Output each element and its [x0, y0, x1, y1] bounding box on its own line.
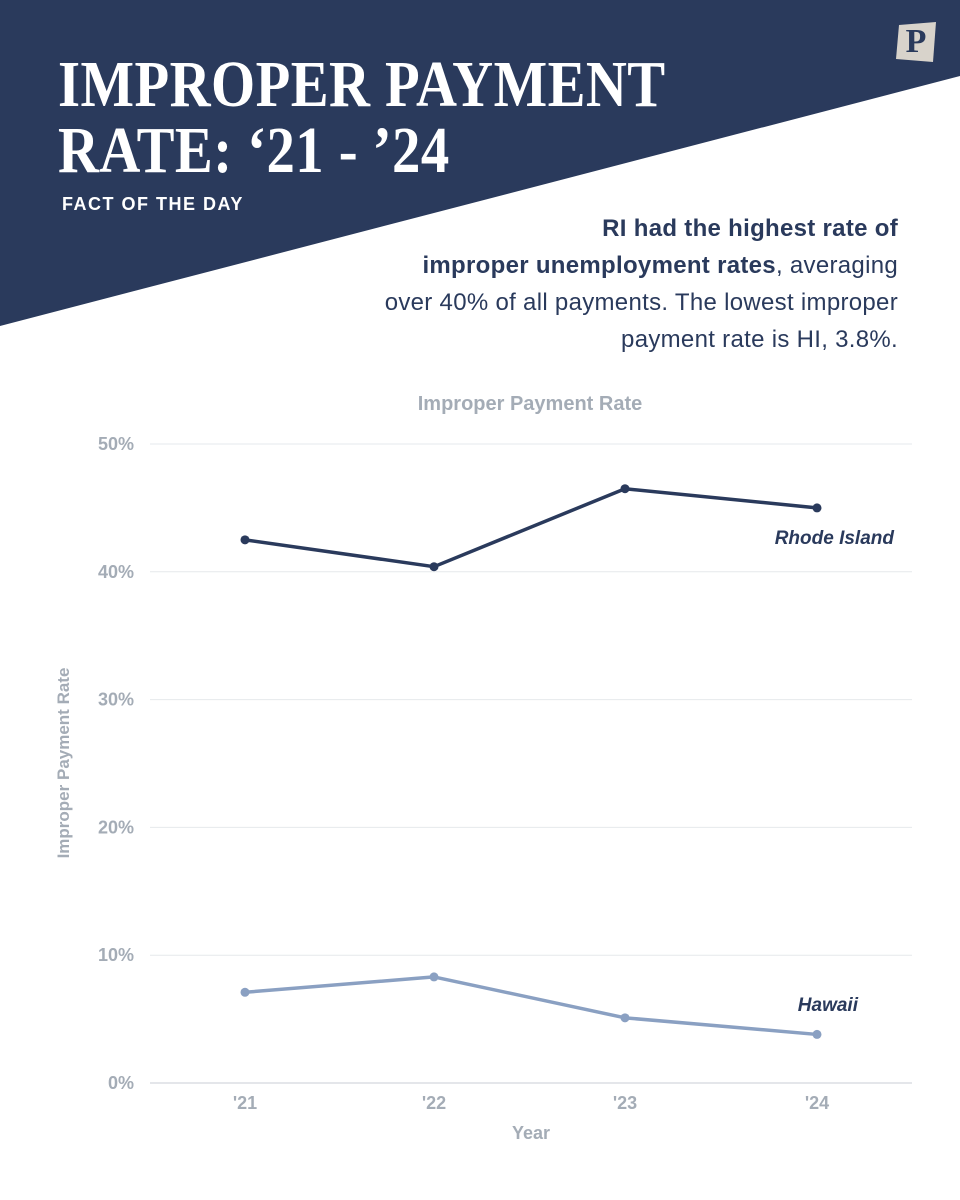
brand-logo: P	[896, 22, 936, 62]
header-banner	[0, 0, 960, 326]
summary-text-4: payment rate is HI, 3.8%.	[621, 326, 898, 353]
data-point	[812, 503, 822, 513]
summary-text: RI had the highest rate of improper unem…	[248, 210, 898, 358]
data-point	[812, 1029, 822, 1039]
series-line	[243, 975, 819, 1037]
y-tick-label: 10%	[98, 945, 134, 965]
summary-bold-1: RI had the highest rate of	[602, 215, 898, 242]
summary-text-3: over 40% of all payments. The lowest imp…	[384, 289, 898, 316]
data-point	[240, 535, 250, 545]
x-tick-label: '21	[233, 1093, 257, 1113]
y-tick-label: 30%	[98, 690, 134, 710]
data-point	[429, 972, 439, 982]
series-line	[243, 486, 819, 569]
y-tick-label: 20%	[98, 817, 134, 837]
series-label: Rhode Island	[775, 528, 895, 549]
data-point	[620, 484, 630, 494]
x-axis-label: Year	[512, 1123, 550, 1143]
summary-text-2: , averaging	[775, 252, 898, 279]
x-tick-label: '23	[613, 1093, 637, 1113]
x-tick-label: '24	[805, 1093, 829, 1113]
x-tick-label: '22	[422, 1093, 446, 1113]
y-tick-label: 50%	[98, 434, 134, 454]
data-point	[240, 987, 250, 997]
y-tick-label: 0%	[108, 1073, 134, 1093]
y-axis-label: Improper Payment Rate	[54, 668, 73, 859]
page-title: IMPROPER PAYMENT RATE: ‘21 - ’24	[58, 52, 666, 184]
data-point	[429, 562, 439, 572]
banner-shape	[0, 0, 960, 326]
summary-bold-2: improper unemployment rates	[422, 252, 776, 279]
logo-badge-shape	[896, 22, 936, 62]
title-line-2: RATE: ‘21 - ’24	[58, 114, 450, 187]
y-tick-label: 40%	[98, 562, 134, 582]
title-line-1: IMPROPER PAYMENT	[58, 48, 666, 121]
series-label: Hawaii	[798, 995, 859, 1016]
chart-title: Improper Payment Rate	[418, 393, 643, 415]
fact-of-the-day-label: FACT OF THE DAY	[62, 194, 244, 214]
data-point	[620, 1013, 630, 1023]
logo-letter: P	[905, 23, 927, 60]
